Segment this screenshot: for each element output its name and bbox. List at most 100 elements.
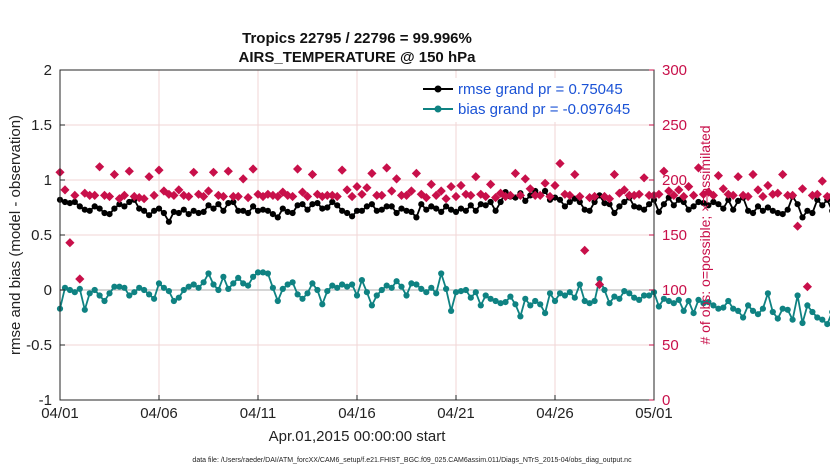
series-0-point	[205, 202, 212, 209]
series-0-point	[754, 203, 762, 210]
series-0-point	[759, 207, 767, 214]
series-0-point	[126, 198, 133, 206]
chart-subtitle: AIRS_TEMPERATURE @ 150 hPa	[239, 49, 477, 66]
series-0-point	[799, 214, 806, 221]
obs-count-point	[307, 169, 318, 180]
obs-count-point	[733, 172, 743, 182]
obs-count-point	[297, 187, 308, 197]
series-1-point	[116, 283, 123, 290]
y2-tick-label: 150	[662, 227, 687, 244]
series-1-point	[264, 270, 271, 277]
x-tick-label: 04/21	[437, 405, 475, 422]
series-0-point	[349, 213, 356, 220]
series-1-point	[170, 297, 177, 305]
obs-count-point	[768, 189, 778, 199]
obs-count-point	[708, 190, 718, 200]
obs-count-point	[594, 279, 605, 290]
series-0-point	[155, 205, 163, 212]
series-0-point	[616, 203, 623, 210]
obs-count-point	[520, 174, 530, 184]
obs-count-point	[401, 190, 412, 200]
series-1-point	[705, 299, 712, 306]
legend: rmse grand pr = 0.75045 bias grand pr = …	[420, 78, 648, 122]
series-0-point	[542, 187, 549, 195]
obs-count-point	[624, 190, 634, 200]
obs-count-point	[689, 190, 699, 200]
series-0-point	[210, 205, 217, 212]
series-0-point	[66, 200, 73, 207]
series-1-point	[205, 270, 212, 277]
series-0-point	[304, 206, 311, 213]
x-tick-label: 04/11	[240, 405, 276, 422]
x-tick-label: 04/26	[536, 405, 574, 422]
series-1-point	[180, 286, 187, 294]
series-1-point	[344, 283, 351, 290]
series-1-point	[443, 285, 450, 292]
obs-count-point	[758, 191, 768, 202]
obs-count-point	[218, 191, 228, 202]
series-1-point	[779, 305, 786, 312]
series-0-point	[363, 203, 370, 210]
obs-count-point	[441, 194, 451, 204]
obs-count-point	[406, 186, 417, 196]
series-0-point	[146, 212, 153, 219]
series-0-point	[646, 201, 653, 208]
series-1-point	[601, 286, 608, 294]
obs-count-point	[65, 238, 75, 248]
series-1-point	[794, 292, 801, 299]
series-1-point	[319, 301, 326, 308]
series-0-point	[675, 196, 682, 203]
series-0-point	[81, 206, 88, 213]
series-1-point	[611, 293, 618, 300]
series-1-point	[685, 297, 692, 305]
series-1-point	[250, 273, 257, 280]
obs-count-point	[491, 193, 501, 203]
series-1-point	[403, 292, 410, 299]
obs-count-point	[590, 191, 600, 202]
series-1-point	[492, 297, 499, 305]
series-0-point	[774, 209, 781, 217]
series-0-point	[660, 201, 668, 208]
series-1-point	[185, 283, 192, 290]
obs-count-point	[268, 190, 278, 200]
series-0-point	[185, 211, 192, 218]
series-1-point	[235, 274, 242, 281]
series-1-point	[710, 302, 717, 309]
series-1-point	[532, 297, 539, 305]
series-1-point	[314, 286, 321, 294]
series-0-point	[433, 205, 440, 212]
x-tick-label: 04/06	[140, 405, 178, 422]
series-1-point	[363, 289, 370, 296]
series-0-point	[636, 204, 643, 211]
obs-count-point	[293, 164, 303, 174]
obs-count-point	[654, 189, 664, 199]
obs-count-point	[154, 165, 164, 175]
series-1-point	[740, 314, 747, 321]
obs-count-point	[456, 180, 466, 191]
series-1-point	[537, 301, 544, 308]
series-0-point	[487, 198, 494, 206]
series-1-point	[146, 291, 153, 298]
series-0-point	[136, 205, 143, 212]
series-0-point	[403, 207, 410, 214]
footnote-data-file: data file: /Users/raeder/DAI/ATM_forcXX/…	[192, 457, 632, 464]
series-0-point	[245, 209, 252, 217]
obs-count-point	[70, 190, 80, 200]
series-1-point	[413, 281, 420, 288]
x-axis-label: Apr.01,2015 00:00:00 start	[269, 428, 447, 445]
obs-count-point	[223, 166, 233, 176]
series-1-point	[81, 306, 88, 313]
obs-count-point	[515, 190, 525, 200]
series-1-point	[462, 286, 469, 294]
obs-count-point	[505, 190, 515, 200]
series-1-point	[230, 280, 237, 287]
series-1-point	[378, 286, 385, 294]
series-1-point	[165, 288, 172, 295]
series-1-point	[245, 282, 252, 289]
series-0-point	[86, 207, 93, 214]
series-1-point	[804, 302, 811, 309]
series-0-point	[735, 197, 742, 204]
obs-count-point	[718, 184, 728, 194]
series-1-point	[502, 299, 509, 306]
obs-count-point	[347, 191, 357, 202]
